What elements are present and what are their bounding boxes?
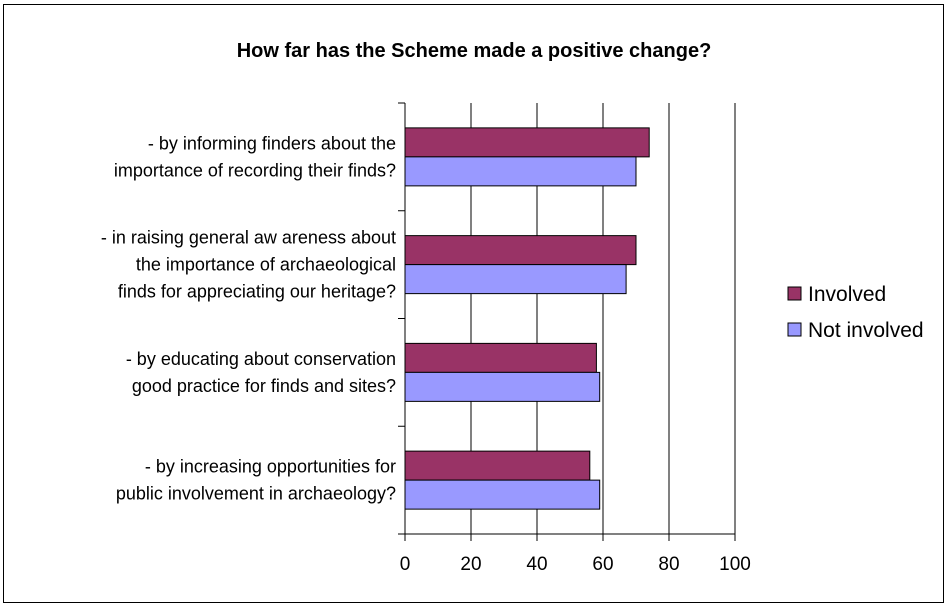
category-label-3: - by educating about conservation good pr… [126, 349, 396, 396]
legend-swatch-involved [787, 286, 802, 301]
bar-chart: How far has the Scheme made a positive c… [101, 40, 924, 575]
bar-not-involved-1 [404, 156, 637, 187]
legend: Involved Not involved [787, 283, 924, 342]
axes: 0 20 40 60 80 100 [398, 102, 751, 575]
bar-not-involved-4 [404, 479, 601, 510]
x-tick-label-60: 60 [592, 554, 613, 575]
category-label-4: - by increasing opportunities for public … [116, 457, 396, 504]
x-tick-label-100: 100 [719, 554, 751, 575]
bar-not-involved-2 [404, 264, 627, 295]
x-tick-label-80: 80 [658, 554, 679, 575]
bar-involved-1 [404, 127, 650, 158]
bars [404, 127, 650, 510]
legend-label-involved: Involved [808, 283, 886, 306]
category-label-1: - by informing finders about the importan… [114, 133, 396, 180]
legend-swatch-not-involved [787, 322, 802, 337]
legend-label-not-involved: Not involved [808, 319, 924, 342]
bar-not-involved-3 [404, 371, 601, 402]
bar-involved-2 [404, 235, 637, 266]
chart-frame: How far has the Scheme made a positive c… [3, 4, 944, 603]
bar-involved-4 [404, 450, 591, 481]
category-labels: - by informing finders about the importan… [101, 133, 396, 503]
x-tick-label-20: 20 [460, 554, 481, 575]
category-label-2: - in raising general aw areness about the… [101, 228, 396, 302]
x-tick-label-0: 0 [400, 554, 411, 575]
chart-title: How far has the Scheme made a positive c… [237, 40, 712, 62]
x-tick-label-40: 40 [526, 554, 547, 575]
bar-involved-3 [404, 342, 597, 373]
